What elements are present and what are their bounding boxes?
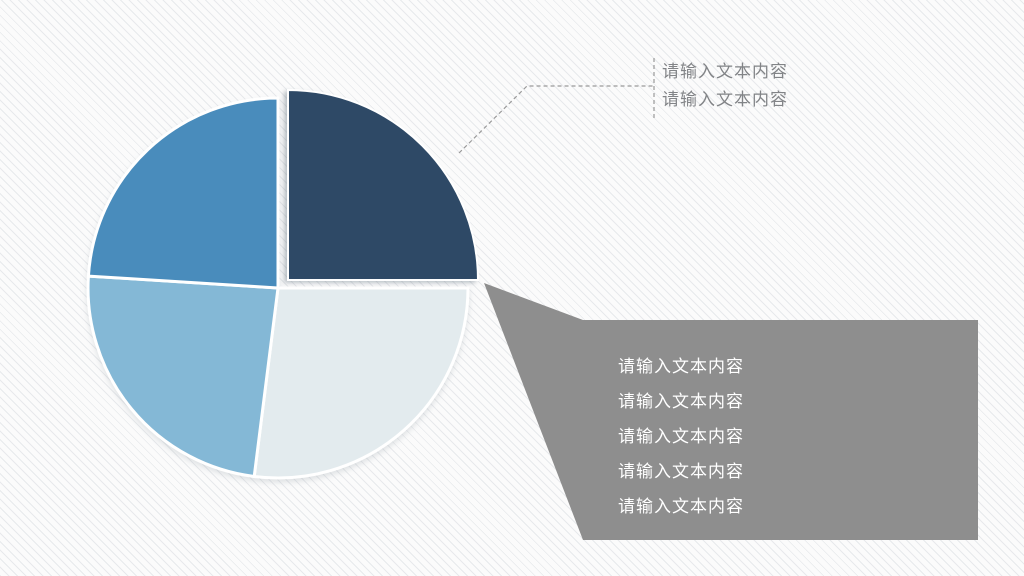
callout-line-2: 请输入文本内容 bbox=[618, 392, 744, 411]
callout-line-4: 请输入文本内容 bbox=[618, 462, 744, 481]
callout-shape[interactable] bbox=[484, 283, 978, 540]
pie-slice-exploded-group bbox=[287, 88, 480, 281]
callout-line-1: 请输入文本内容 bbox=[618, 357, 744, 376]
pie-slice-1[interactable] bbox=[287, 88, 480, 281]
callout-line-3: 请输入文本内容 bbox=[618, 427, 744, 446]
pie-slice-4[interactable] bbox=[86, 96, 280, 290]
callout-line-5: 请输入文本内容 bbox=[618, 497, 744, 516]
pie-slice-3[interactable] bbox=[86, 274, 280, 479]
callout-label-top: 请输入文本内容 请输入文本内容 bbox=[662, 58, 922, 114]
leader-line-top bbox=[458, 85, 654, 154]
pie-slice-2[interactable] bbox=[252, 286, 470, 480]
callout-text-block: 请输入文本内容 请输入文本内容 请输入文本内容 请输入文本内容 请输入文本内容 bbox=[618, 349, 948, 524]
top-label-line-2: 请输入文本内容 bbox=[662, 90, 788, 109]
top-label-line-1: 请输入文本内容 bbox=[662, 62, 788, 81]
pie-slices-group bbox=[86, 96, 470, 480]
